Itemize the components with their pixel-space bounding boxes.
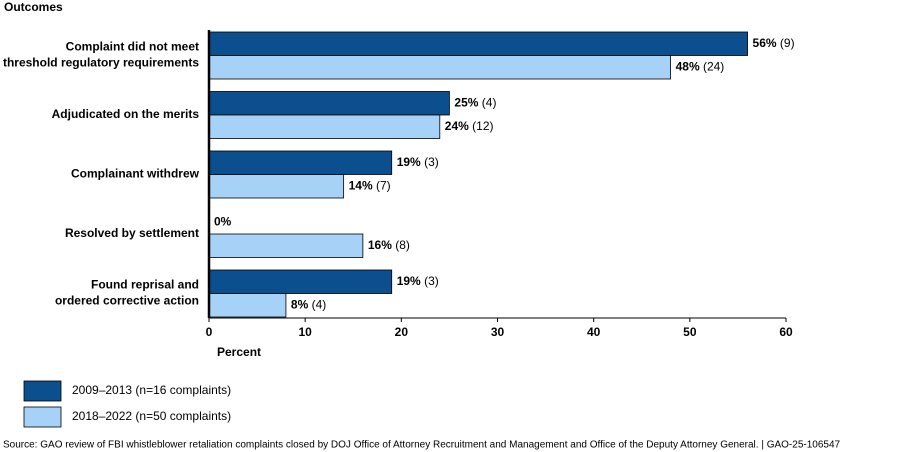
legend-label: 2009–2013 (n=16 complaints) — [72, 383, 231, 397]
legend-swatch — [23, 380, 62, 402]
category-label: Found reprisal and — [91, 278, 199, 292]
legend-label: 2018–2022 (n=50 complaints) — [72, 409, 231, 423]
y-axis-label: Outcomes — [4, 0, 63, 14]
value-label: 16% (8) — [368, 238, 410, 252]
value-label: 19% (3) — [397, 155, 439, 169]
x-tick-label: 20 — [395, 325, 409, 339]
x-tick-label: 50 — [683, 325, 697, 339]
category-label: Adjudicated on the merits — [52, 107, 200, 121]
bar — [208, 31, 748, 56]
value-label: 56% (9) — [753, 36, 795, 50]
bar — [208, 293, 287, 318]
bar — [208, 91, 450, 116]
value-label: 0% — [214, 214, 232, 228]
bar — [208, 233, 364, 258]
bar — [208, 55, 672, 80]
x-axis-label: Percent — [217, 345, 261, 359]
value-label: 24% (12) — [445, 119, 494, 133]
x-tick-label: 30 — [491, 325, 505, 339]
category-label: threshold regulatory requirements — [3, 56, 199, 70]
value-label: 48% (24) — [676, 59, 725, 73]
bar — [208, 269, 393, 294]
value-label: 25% (4) — [454, 95, 496, 109]
category-label: Resolved by settlement — [65, 226, 199, 240]
x-tick-label: 60 — [779, 325, 793, 339]
category-label: ordered corrective action — [55, 294, 199, 308]
x-tick-label: 40 — [587, 325, 601, 339]
bar — [208, 150, 393, 175]
x-tick-label: 10 — [298, 325, 312, 339]
value-label: 19% (3) — [397, 274, 439, 288]
legend-swatch — [23, 406, 62, 428]
bar — [208, 114, 441, 139]
source-note: Source: GAO review of FBI whistleblower … — [3, 440, 841, 451]
category-label: Complaint did not meet — [66, 40, 199, 54]
bar — [208, 174, 345, 199]
x-tick-label: 0 — [206, 325, 213, 339]
category-label: Complainant withdrew — [71, 167, 200, 181]
value-label: 8% (4) — [291, 297, 326, 311]
value-label: 14% (7) — [349, 178, 391, 192]
